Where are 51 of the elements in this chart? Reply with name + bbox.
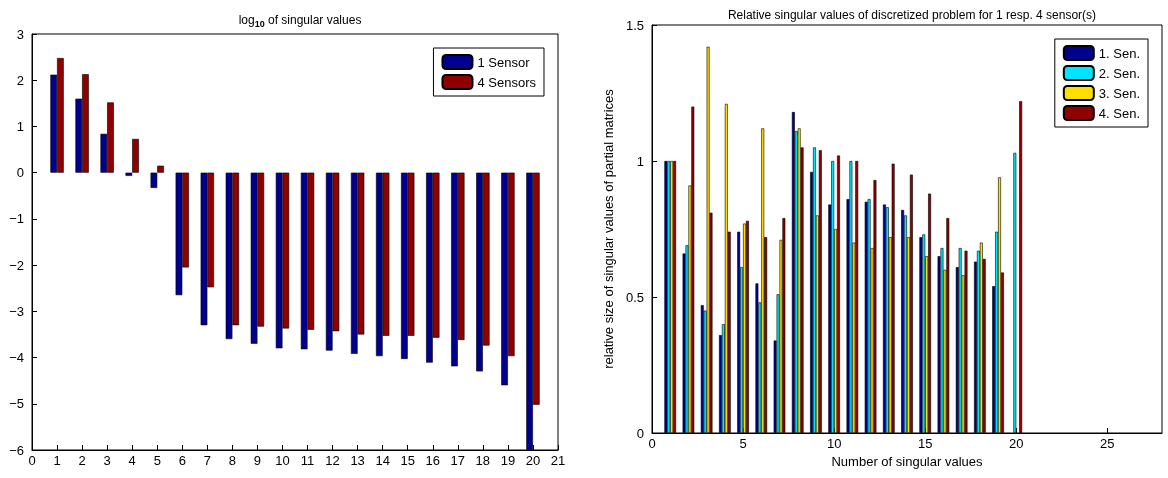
x-tick-label: 12: [325, 453, 340, 468]
x-tick-label: 20: [525, 453, 541, 468]
legend-label: 2. Sen.: [1098, 65, 1141, 81]
x-tick-label: 1: [53, 453, 61, 468]
x-tick-label: 6: [178, 453, 186, 468]
legend-label: 3. Sen.: [1098, 85, 1141, 101]
legend-label: 1. Sen.: [1098, 45, 1141, 61]
y-tick-label: −2: [9, 257, 24, 273]
x-tick-label: 21: [550, 453, 566, 468]
y-tick-label: −6: [9, 442, 24, 458]
y-tick-label: 1: [636, 153, 644, 169]
y-tick-label: 1: [16, 118, 24, 134]
x-tick-label: 14: [375, 453, 390, 468]
y-tick-label: −5: [9, 396, 24, 412]
x-tick-label: 8: [228, 453, 236, 468]
y-axis-title: relative size of singular values of partial matrices: [601, 88, 617, 369]
y-tick-label: 3: [16, 26, 24, 42]
x-tick-label: 11: [300, 453, 315, 468]
x-tick-label: 5: [153, 453, 161, 468]
chart-title: Relative singular values of discretized problem for 1 resp. 4 sensor(s): [727, 8, 1097, 22]
y-tick-label: −1: [9, 211, 24, 227]
y-tick-label: 1.5: [625, 17, 644, 33]
x-tick-label: 25: [1100, 436, 1115, 451]
x-tick-label: 10: [275, 453, 290, 468]
legend-label: 4. Sen.: [1098, 105, 1141, 121]
x-tick-label: 3: [103, 453, 111, 468]
x-tick-label: 18: [475, 453, 491, 468]
x-tick-label: 16: [425, 453, 440, 468]
x-tick-label: 5: [739, 436, 747, 451]
y-tick-label: 0: [16, 165, 24, 181]
x-axis-title: Number of singular values: [831, 453, 983, 469]
x-tick-label: 13: [350, 453, 365, 468]
y-tick-label: −3: [9, 303, 24, 319]
x-tick-label: 15: [917, 436, 933, 451]
y-tick-label: 0.5: [625, 289, 644, 305]
x-tick-label: 17: [450, 453, 466, 468]
legend-label: 1 Sensor: [477, 54, 531, 70]
x-tick-label: 0: [648, 436, 656, 451]
y-tick-label: 2: [16, 72, 24, 88]
x-tick-label: 7: [203, 453, 211, 468]
x-tick-label: 4: [128, 453, 136, 468]
x-tick-label: 15: [400, 453, 415, 468]
x-tick-label: 2: [78, 453, 86, 468]
y-tick-label: 0: [636, 425, 644, 441]
legend-label: 4 Sensors: [477, 74, 537, 90]
x-tick-label: 10: [826, 436, 842, 451]
x-tick-label: 20: [1009, 436, 1024, 451]
x-tick-label: 19: [500, 453, 516, 468]
x-tick-label: 0: [28, 453, 36, 468]
x-tick-label: 9: [253, 453, 262, 468]
y-tick-label: −4: [9, 350, 24, 366]
